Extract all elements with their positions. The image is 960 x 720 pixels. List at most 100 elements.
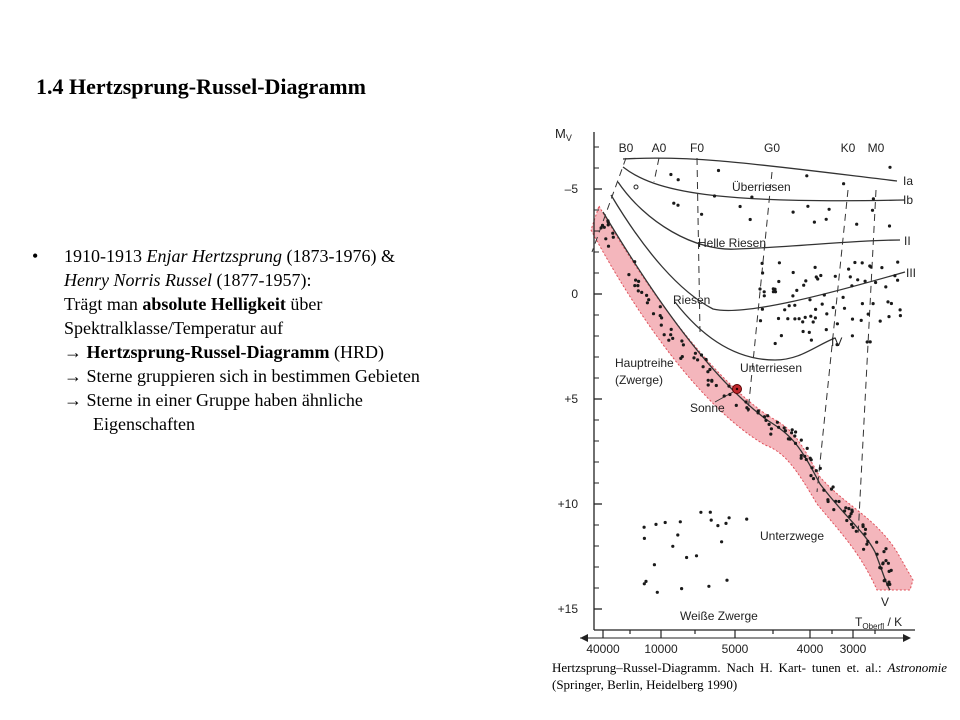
star-dot [848,275,852,279]
star-dot [716,524,720,528]
star-dot [805,174,809,178]
star-dot [727,516,731,520]
star-dot [701,365,705,369]
lum-class-iv: IV [831,335,842,349]
star-dot [707,584,711,588]
bullet-dot: • [32,246,39,266]
temperature-arrow-right [903,634,911,642]
star-dot [680,587,684,591]
star-dot [652,563,656,567]
curve-v [602,211,891,591]
star-dot [809,338,813,342]
star-dot [728,392,732,397]
star-dot [667,338,671,342]
curve-ib [622,166,906,202]
sun-marker-center [735,387,739,391]
star-dot [851,525,855,529]
star-dot [692,356,696,360]
star-dot [801,329,805,334]
star-dot [865,340,869,344]
star-dot [814,275,818,279]
main-sequence-band [590,204,914,591]
star-dot [793,317,797,321]
star-dot [708,367,712,372]
star-dot [861,524,865,529]
star-dot [769,427,773,431]
star-dot [645,301,649,305]
star-dot [878,566,882,570]
star-dot [709,518,713,522]
star-dot [875,540,879,544]
star-dot [888,165,892,169]
star-dot [853,260,857,265]
star-dot [734,403,738,407]
star-dot [850,284,854,288]
star-dot [874,280,878,285]
x-tick-label: 5000 [722,642,749,656]
star-dot [611,235,615,239]
star-dot [842,182,846,186]
curve-ii [617,181,901,250]
star-dot [805,446,809,450]
star-dot [871,302,875,306]
x-tick-label: 3000 [840,642,867,656]
star-dot [762,294,766,298]
star-dot [819,273,823,278]
star-dot [671,544,675,548]
curve-iii [610,194,906,312]
y-tick-labels: –5 0 +5 +10 +15 [558,182,579,616]
label-sun: Sonne [690,401,725,415]
x-tick-label: 10000 [644,642,678,656]
star-dot [627,273,631,277]
star-dot [636,289,640,293]
bullet-line-2: Henry Norris Russel (1877-1957): [64,270,312,290]
bullet-line-3: Trägt man absolute Helligkeit über [64,294,323,314]
star-dot [725,578,729,582]
star-dot [831,305,835,310]
star-dot [712,194,717,198]
star-dot [669,172,673,177]
star-dot [769,432,773,436]
bullet-line-6: → Sterne gruppieren sich in bestimmen Ge… [64,366,420,386]
star-dot [865,542,869,546]
star-dot [893,274,897,278]
star-dot [850,334,854,338]
label-subdwarfs: Unterzwege [760,529,824,543]
star-dot [671,336,675,340]
star-dot [756,411,760,415]
y-tick-label: +10 [558,497,579,511]
star-dot [685,555,689,560]
star-dot [812,220,816,224]
bullet-text: 1910-1913 Enjar Hertzsprung (1873-1976) … [64,244,547,436]
star-dot [776,316,781,321]
star-dot [790,428,794,432]
open-star [633,184,639,190]
star-dot [878,319,882,323]
star-dot [791,294,795,298]
y-axis-label: MV [555,126,572,143]
bullet-line-5: → Hertzsprung-Russel-Diagramm (HRD) [64,342,384,362]
star-dot [724,521,728,525]
star-dot [889,301,893,306]
star-dot [822,488,826,492]
star-dot [896,278,900,282]
star-dot [810,466,814,470]
x-axis-ticks [602,630,876,638]
star-dot [779,334,783,338]
y-tick-label: +5 [564,392,578,406]
spectral-class-b0: B0 [619,141,634,155]
star-dot [783,308,787,312]
star-dot [766,414,770,418]
star-dot [813,316,817,320]
star-dot [808,298,812,302]
star-dot [760,261,764,265]
star-dot [760,307,764,311]
star-dot [884,285,888,289]
star-dot [818,466,822,470]
star-dot [771,287,775,291]
star-dot [775,420,779,424]
star-dot [887,569,891,573]
star-dot [654,522,658,526]
star-dot [599,226,603,230]
star-dot [762,415,767,419]
